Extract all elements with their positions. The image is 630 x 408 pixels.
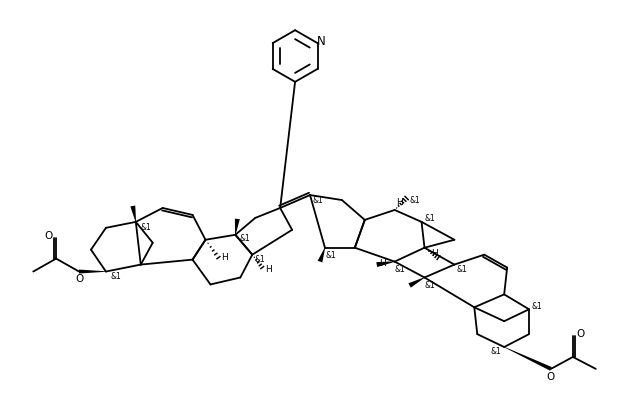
Text: O: O — [576, 329, 585, 339]
Text: H: H — [396, 197, 403, 206]
Text: N: N — [317, 35, 326, 48]
Text: O: O — [44, 231, 52, 241]
Text: &1: &1 — [312, 195, 323, 204]
Text: &1: &1 — [110, 272, 121, 281]
Text: H: H — [265, 265, 272, 274]
Text: H: H — [431, 249, 438, 258]
Text: &1: &1 — [457, 265, 467, 274]
Polygon shape — [318, 248, 325, 262]
Text: H: H — [221, 253, 228, 262]
Text: &1: &1 — [394, 265, 405, 274]
Text: H: H — [379, 259, 386, 268]
Text: O: O — [75, 275, 83, 284]
Text: &1: &1 — [240, 234, 251, 243]
Text: &1: &1 — [326, 251, 336, 260]
Text: &1: &1 — [424, 214, 435, 224]
Polygon shape — [408, 277, 425, 288]
Polygon shape — [376, 262, 394, 267]
Text: &1: &1 — [409, 195, 420, 204]
Polygon shape — [79, 270, 106, 273]
Polygon shape — [504, 347, 552, 371]
Text: &1: &1 — [424, 281, 435, 290]
Text: O: O — [547, 372, 555, 382]
Text: &1: &1 — [491, 348, 501, 357]
Text: &1: &1 — [140, 223, 151, 232]
Polygon shape — [130, 206, 136, 222]
Polygon shape — [235, 219, 240, 235]
Text: &1: &1 — [532, 302, 542, 311]
Text: &1: &1 — [255, 255, 266, 264]
